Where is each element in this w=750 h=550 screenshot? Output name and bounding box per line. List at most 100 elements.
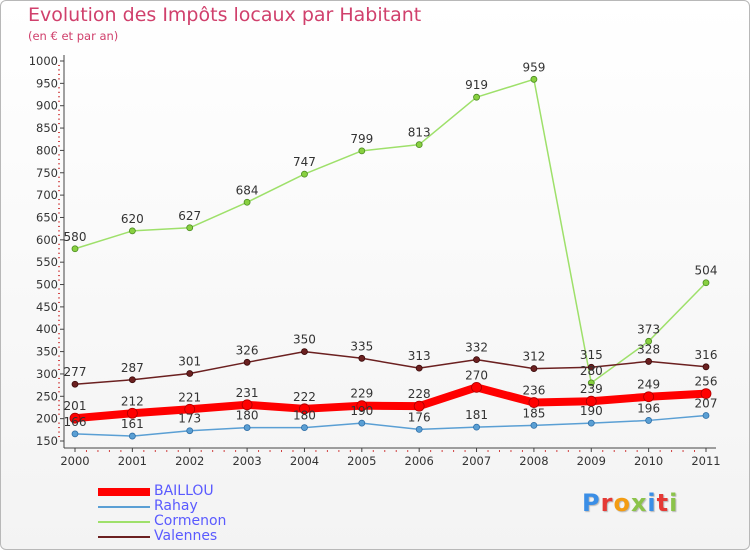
data-point-valennes [243,358,251,366]
x-tick-label: 2006 [405,454,434,468]
x-minor-tick [154,450,156,452]
y-tick-label: 250 [36,389,58,403]
data-label-baillou: 229 [350,387,373,401]
x-minor-tick [177,450,179,452]
x-tick-label: 2004 [290,454,319,468]
data-point-valennes [702,363,710,371]
data-label-cormenon: 504 [695,264,718,278]
y-minor-tick [58,391,60,393]
y-minor-tick [58,167,60,169]
y-minor-tick [58,252,60,254]
y-minor-tick [58,73,60,75]
x-tick-label: 2011 [691,454,720,468]
x-minor-tick [223,450,225,452]
legend-label-valennes: Valennes [154,528,218,544]
data-label-rahay: 166 [64,415,87,429]
x-minor-tick [200,450,202,452]
x-minor-tick [166,450,168,452]
data-point-valennes [530,365,538,372]
y-minor-tick [58,279,60,281]
legend-label-rahay: Rahay [154,498,198,514]
data-point-baillou [413,400,425,412]
x-minor-tick [235,450,237,452]
chart-title: Evolution des Impôts locaux par Habitant [28,4,422,26]
data-point-baillou [471,381,482,393]
data-label-rahay: 196 [637,401,660,415]
data-label-rahay: 181 [465,408,488,422]
x-minor-tick [338,450,340,452]
y-minor-tick [58,382,60,384]
data-point-rahay [645,417,653,424]
x-minor-tick [281,450,283,452]
data-label-cormenon: 627 [178,209,201,223]
data-label-valennes: 287 [121,361,144,375]
data-point-rahay [415,425,423,433]
data-label-cormenon: 280 [580,364,603,378]
data-point-rahay [243,424,251,431]
x-minor-tick [326,450,328,452]
x-minor-tick [315,450,317,452]
data-point-baillou [356,400,368,412]
y-minor-tick [58,64,60,66]
y-minor-tick [58,132,60,134]
x-minor-tick [108,450,110,452]
y-tick-label: 400 [36,322,58,336]
y-minor-tick [58,409,60,411]
y-tick-label: 450 [36,300,58,314]
y-minor-tick [58,310,60,312]
data-label-baillou: 201 [64,399,87,413]
y-minor-tick [58,114,60,116]
y-tick-label: 800 [36,143,58,157]
y-minor-tick [58,203,60,205]
y-minor-tick [58,140,60,142]
y-minor-tick [58,176,60,178]
data-point-cormenon [530,75,538,83]
data-label-cormenon: 747 [293,155,316,169]
data-label-rahay: 190 [350,404,373,418]
data-label-valennes: 277 [64,365,87,379]
data-label-baillou: 222 [293,390,316,404]
x-minor-tick [464,450,466,452]
data-point-cormenon [186,224,194,232]
y-minor-tick [58,100,60,102]
y-tick-label: 700 [36,188,58,202]
x-minor-tick [694,450,696,452]
x-minor-tick [453,450,455,452]
data-point-valennes [128,376,136,384]
y-minor-tick [58,301,60,303]
data-point-cormenon [415,141,423,149]
data-point-cormenon [128,227,136,235]
data-point-cormenon [587,379,595,387]
x-minor-tick [120,450,122,452]
y-minor-tick [58,297,60,299]
data-point-baillou [299,403,310,415]
x-tick-label: 2000 [60,454,89,468]
data-point-cormenon [71,245,79,253]
x-tick-label: 2009 [577,454,606,468]
data-point-baillou [69,412,81,424]
data-label-rahay: 180 [236,409,259,423]
data-label-rahay: 180 [293,409,316,423]
y-minor-tick [58,145,60,147]
y-tick-label: 350 [36,345,58,359]
data-label-rahay: 207 [695,397,718,411]
y-minor-tick [58,190,60,192]
x-minor-tick [671,450,673,452]
x-minor-tick [510,450,512,452]
y-tick-label: 850 [36,121,58,135]
x-tick-label: 2005 [347,454,376,468]
data-labels: 166 161 173 180 180 190 176 181 185 190 196 207 580 6… [64,60,718,431]
x-minor-tick [613,450,615,452]
y-minor-tick [58,337,60,339]
data-point-baillou [700,388,712,400]
y-minor-tick [58,324,60,326]
x-minor-tick [395,450,397,452]
y-minor-tick [58,199,60,201]
x-minor-tick [556,450,558,452]
x-minor-tick [659,450,661,452]
data-label-cormenon: 799 [350,132,373,146]
y-minor-tick [58,386,60,388]
x-minor-tick [544,450,546,452]
x-minor-tick [85,450,87,452]
